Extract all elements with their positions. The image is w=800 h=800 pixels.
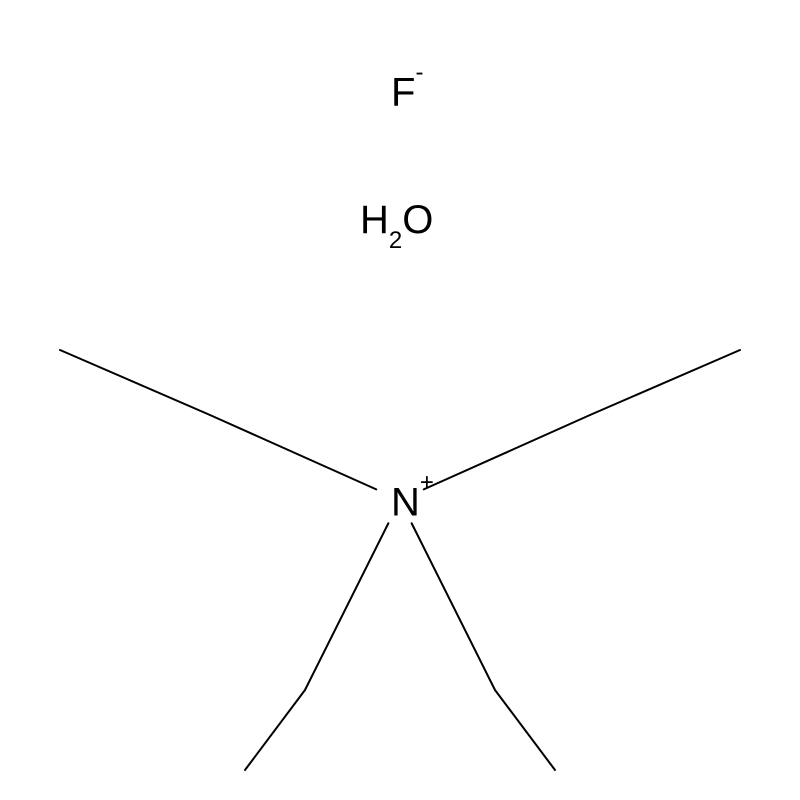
bond-ethyl-lower-right bbox=[412, 523, 555, 770]
bond-ethyl-upper-right bbox=[424, 350, 740, 489]
water-seg-1: 2 bbox=[389, 227, 402, 254]
cation-label: N+ bbox=[391, 482, 434, 522]
water-seg-2: O bbox=[402, 198, 433, 242]
bond-layer bbox=[0, 0, 800, 800]
water-seg-0: H bbox=[360, 198, 389, 242]
bond-ethyl-lower-left bbox=[245, 523, 388, 770]
cation-element: N bbox=[391, 480, 420, 524]
cation-charge: + bbox=[420, 469, 434, 496]
water-label: H2O bbox=[360, 200, 433, 247]
anion-label: F- bbox=[391, 72, 423, 112]
bond-ethyl-upper-left bbox=[60, 350, 376, 489]
anion-element: F bbox=[391, 70, 415, 114]
anion-charge: - bbox=[415, 59, 423, 86]
